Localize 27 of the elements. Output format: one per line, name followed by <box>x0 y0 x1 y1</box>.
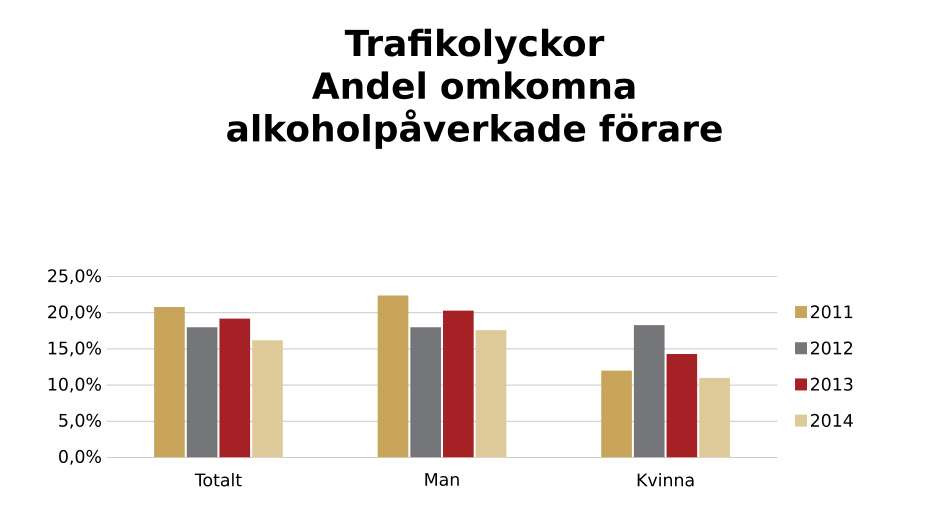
legend-label: 2014 <box>810 414 853 427</box>
legend-label: 2012 <box>810 341 852 355</box>
x-tick-label: Kvinna <box>638 473 694 486</box>
bar <box>219 318 250 458</box>
bar <box>699 378 730 458</box>
bar <box>410 327 442 458</box>
bar <box>443 310 474 458</box>
y-tick-label: 20,0% <box>48 305 101 320</box>
chart-subtitle: Andel omkomna alkoholpåverkade förare <box>227 71 722 149</box>
bar <box>601 370 632 458</box>
x-tick-label: Man <box>425 473 459 486</box>
y-tick-label: 5,0% <box>59 414 101 429</box>
bar <box>476 330 506 458</box>
y-tick-label: 0,0% <box>59 450 101 465</box>
bar <box>186 327 218 458</box>
legend-label: 2011 <box>810 305 852 318</box>
chart-title: Trafikolyckor <box>344 28 604 64</box>
bar <box>252 340 283 458</box>
bar <box>378 295 408 458</box>
bar <box>154 307 185 458</box>
bar <box>634 325 665 458</box>
legend-label: 2013 <box>810 378 852 391</box>
y-tick-label: 25,0% <box>48 269 101 284</box>
y-tick-label: 10,0% <box>48 378 101 392</box>
bar <box>666 354 698 458</box>
x-tick-label: Totalt <box>194 473 242 486</box>
y-tick-label: 15,0% <box>48 342 101 356</box>
